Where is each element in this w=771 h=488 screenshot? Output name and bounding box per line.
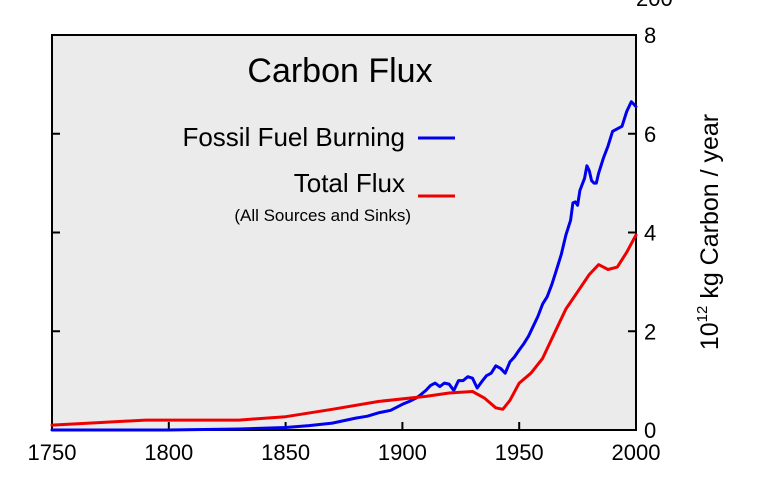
- plot-area: [51, 34, 637, 431]
- x-tick-label-1850: 1850: [261, 440, 310, 465]
- ylabel-base: 10: [696, 322, 724, 350]
- legend-label-fossil: Fossil Fuel Burning: [182, 122, 405, 152]
- y-tick-label-2: 2: [644, 319, 656, 344]
- y-tick-label-0: 0: [644, 418, 656, 443]
- x-tick-label-2000: 2000: [612, 440, 661, 465]
- x-tick-label-1900: 1900: [378, 440, 427, 465]
- y-axis-label: 1012 kg Carbon / year: [694, 114, 724, 350]
- top-cut-label: 200: [636, 0, 673, 11]
- x-tick-label-1950: 1950: [495, 440, 544, 465]
- chart-title: Carbon Flux: [247, 52, 432, 90]
- y-tick-label-4: 4: [644, 221, 656, 246]
- ylabel-rest: kg Carbon / year: [696, 114, 724, 306]
- legend-label-total: Total Flux: [294, 168, 405, 198]
- y-tick-label-6: 6: [644, 122, 656, 147]
- series-line-fossil-fuel: [50, 100, 638, 432]
- series-line-total-flux: [50, 233, 638, 427]
- ylabel-exponent: 12: [694, 306, 711, 323]
- x-tick-label-1750: 1750: [28, 440, 77, 465]
- legend-sublabel-total: (All Sources and Sinks): [234, 206, 411, 225]
- y-tick-label-8: 8: [644, 23, 656, 48]
- x-tick-label-1800: 1800: [144, 440, 193, 465]
- legend: Fossil Fuel Burning Total Flux (All Sour…: [182, 122, 455, 225]
- svg-text:1012 kg Carbon / year: 1012 kg Carbon / year: [694, 114, 724, 350]
